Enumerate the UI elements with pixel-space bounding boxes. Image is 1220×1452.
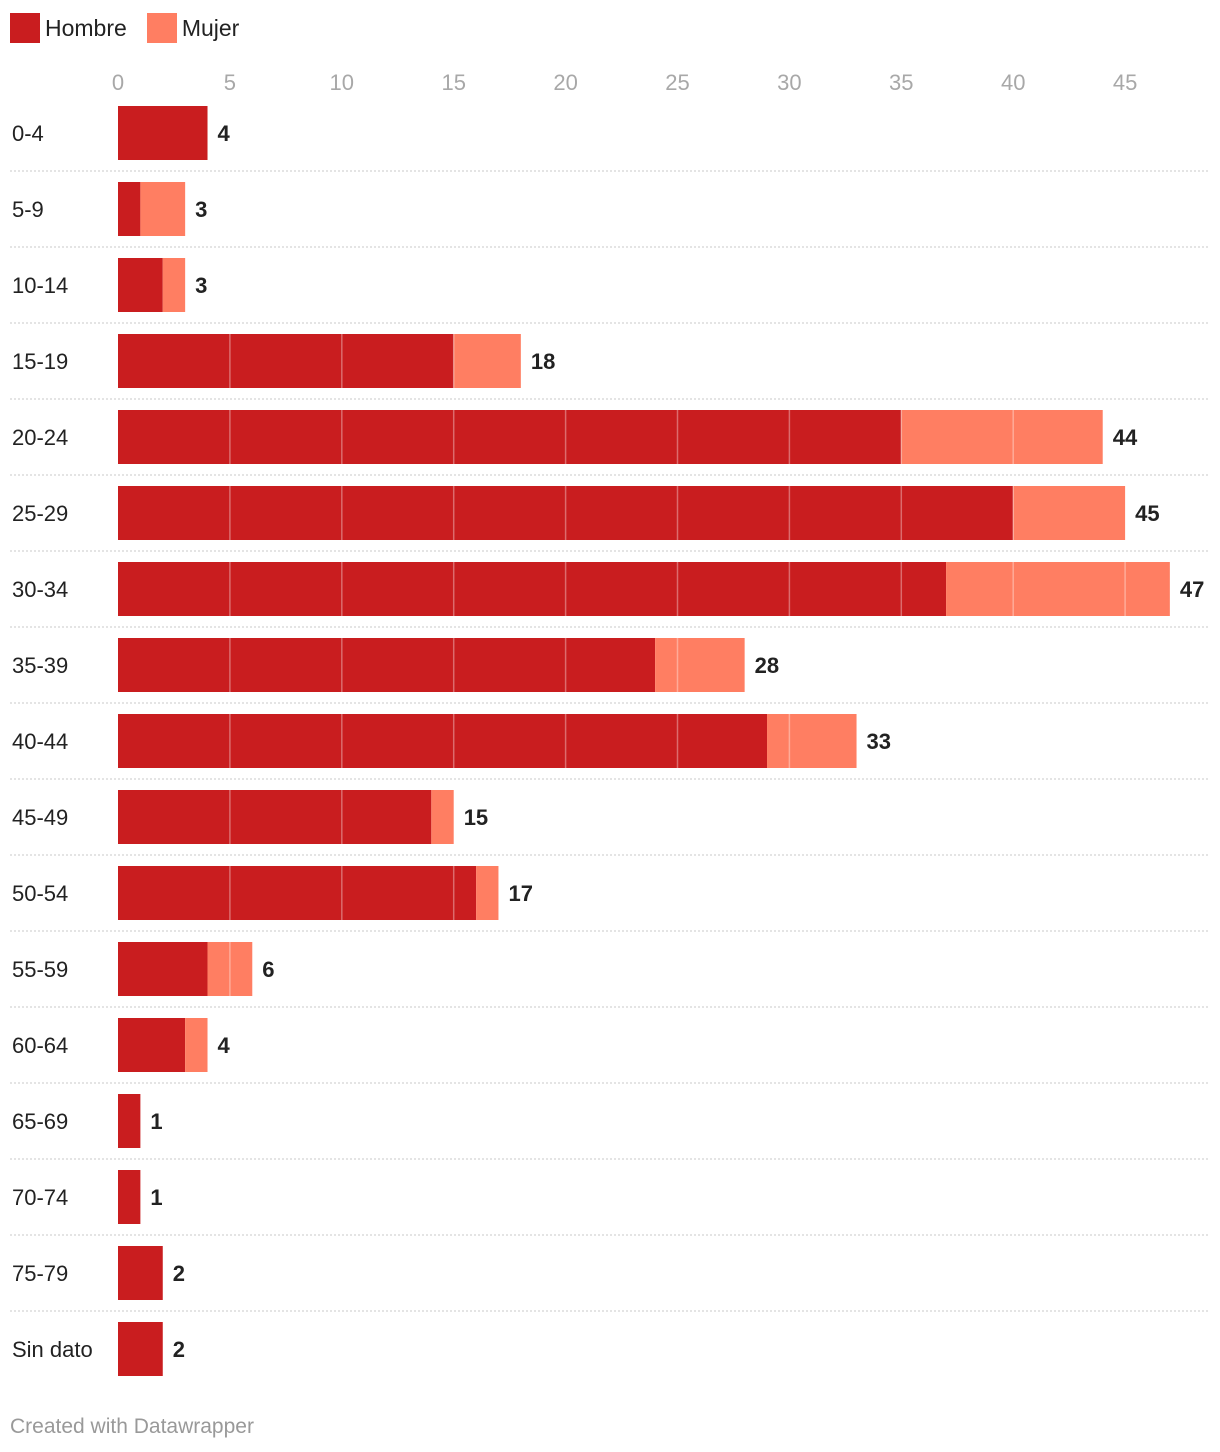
bar-hombre	[118, 106, 208, 160]
bar-hombre	[118, 638, 656, 692]
value-label: 4	[218, 1033, 231, 1058]
x-tick-label-40: 40	[1001, 70, 1025, 95]
category-label: Sin dato	[12, 1337, 93, 1362]
bar-hombre	[118, 410, 902, 464]
footer-credit: Created with Datawrapper	[10, 1415, 254, 1438]
bar-mujer	[476, 866, 499, 920]
bar-mujer	[431, 790, 454, 844]
x-tick-label-0: 0	[112, 70, 124, 95]
legend-label-hombre: Hombre	[45, 14, 127, 41]
bar-chart: 0 5 10 15 20 25 30 35 40 45 0-4 4 5-9 3 10-14 3 15-19 18 2…	[10, 70, 1208, 1376]
x-tick-label-30: 30	[777, 70, 801, 95]
category-label: 50-54	[12, 881, 68, 906]
category-label: 40-44	[12, 729, 68, 754]
category-label: 35-39	[12, 653, 68, 678]
category-label: 5-9	[12, 197, 44, 222]
category-label: 25-29	[12, 501, 68, 526]
category-label: 65-69	[12, 1109, 68, 1134]
category-label: 70-74	[12, 1185, 68, 1210]
category-label: 15-19	[12, 349, 68, 374]
value-label: 2	[173, 1337, 185, 1362]
legend: Hombre Mujer	[10, 12, 259, 44]
bar-mujer	[767, 714, 857, 768]
legend-item-mujer: Mujer	[146, 13, 240, 43]
category-label: 20-24	[12, 425, 68, 450]
bar-hombre	[118, 182, 141, 236]
bar-hombre	[118, 562, 947, 616]
category-label: 10-14	[12, 273, 68, 298]
bar-hombre	[118, 486, 1014, 540]
value-label: 2	[173, 1261, 185, 1286]
value-label: 44	[1113, 425, 1138, 450]
value-label: 3	[195, 273, 207, 298]
category-label: 75-79	[12, 1261, 68, 1286]
bar-hombre	[118, 1018, 186, 1072]
value-label: 1	[150, 1109, 162, 1134]
value-label: 45	[1135, 501, 1159, 526]
category-label: 60-64	[12, 1033, 68, 1058]
value-label: 17	[508, 881, 532, 906]
bar-mujer	[140, 182, 186, 236]
bar-hombre	[118, 334, 454, 388]
bar-mujer	[453, 334, 521, 388]
category-label: 30-34	[12, 577, 68, 602]
bar-mujer	[1013, 486, 1126, 540]
bar-hombre	[118, 1322, 163, 1376]
bar-hombre	[118, 866, 477, 920]
bar-mujer	[162, 258, 186, 312]
category-label: 0-4	[12, 121, 44, 146]
x-tick-label-45: 45	[1113, 70, 1137, 95]
bar-mujer	[901, 410, 1103, 464]
legend-swatch-hombre	[10, 13, 40, 43]
category-label: 45-49	[12, 805, 68, 830]
x-tick-label-20: 20	[553, 70, 577, 95]
value-label: 28	[755, 653, 779, 678]
value-label: 33	[867, 729, 891, 754]
bar-hombre	[118, 714, 768, 768]
value-label: 18	[531, 349, 555, 374]
bar-hombre	[118, 258, 163, 312]
x-tick-label-35: 35	[889, 70, 913, 95]
bar-hombre	[118, 942, 208, 996]
bar-hombre	[118, 1170, 141, 1224]
value-label: 3	[195, 197, 207, 222]
value-label: 6	[262, 957, 274, 982]
category-label: 55-59	[12, 957, 68, 982]
x-tick-label-10: 10	[330, 70, 354, 95]
legend-label-mujer: Mujer	[181, 14, 240, 41]
bar-hombre	[118, 1246, 163, 1300]
bar-hombre	[118, 1094, 141, 1148]
bar-mujer	[655, 638, 745, 692]
legend-item-hombre: Hombre	[10, 13, 127, 43]
x-tick-label-5: 5	[224, 70, 236, 95]
bar-mujer	[207, 942, 253, 996]
bar-hombre	[118, 790, 432, 844]
chart-area: 0 5 10 15 20 25 30 35 40 45 0-4 4 5-9 3 10-14 3 15-19 18 2…	[0, 60, 1220, 1390]
value-label: 15	[464, 805, 488, 830]
bar-mujer	[946, 562, 1170, 616]
legend-swatch-mujer	[146, 13, 177, 43]
value-label: 47	[1180, 577, 1204, 602]
value-label: 4	[218, 121, 231, 146]
x-tick-label-25: 25	[665, 70, 689, 95]
value-label: 1	[150, 1185, 162, 1210]
x-tick-label-15: 15	[441, 70, 465, 95]
bar-mujer	[185, 1018, 208, 1072]
